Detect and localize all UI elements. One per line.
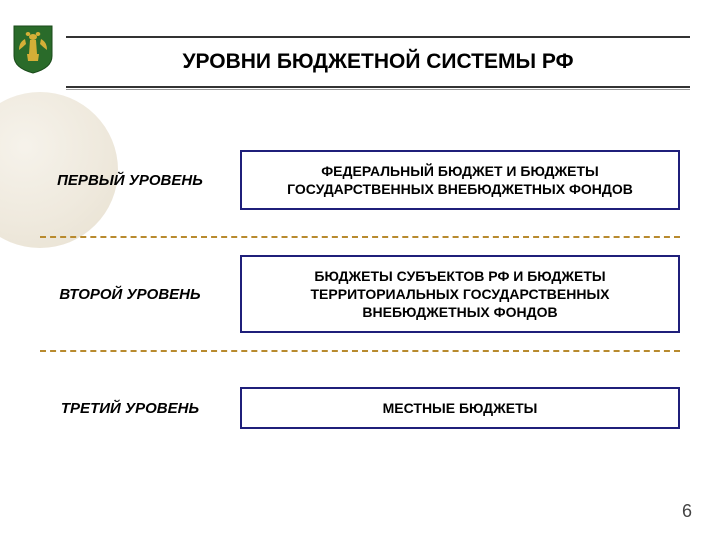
title-rule-top — [66, 36, 690, 38]
level-label: ПЕРВЫЙ УРОВЕНЬ — [40, 172, 240, 189]
levels-container: ПЕРВЫЙ УРОВЕНЬ ФЕДЕРАЛЬНЫЙ БЮДЖЕТ И БЮДЖ… — [40, 130, 680, 458]
level-box: МЕСТНЫЕ БЮДЖЕТЫ — [240, 387, 680, 429]
page-number: 6 — [682, 501, 692, 522]
level-row: ВТОРОЙ УРОВЕНЬ БЮДЖЕТЫ СУБЪЕКТОВ РФ И БЮ… — [40, 244, 680, 344]
level-box: ФЕДЕРАЛЬНЫЙ БЮДЖЕТ И БЮДЖЕТЫ ГОСУДАРСТВЕ… — [240, 150, 680, 210]
level-label: ВТОРОЙ УРОВЕНЬ — [40, 286, 240, 303]
page-title: УРОВНИ БЮДЖЕТНОЙ СИСТЕМЫ РФ — [66, 46, 690, 78]
level-separator — [40, 236, 680, 238]
title-rule-bottom — [66, 86, 690, 90]
emblem-icon — [12, 24, 54, 74]
level-separator — [40, 350, 680, 352]
level-row: ПЕРВЫЙ УРОВЕНЬ ФЕДЕРАЛЬНЫЙ БЮДЖЕТ И БЮДЖ… — [40, 130, 680, 230]
level-box: БЮДЖЕТЫ СУБЪЕКТОВ РФ И БЮДЖЕТЫ ТЕРРИТОРИ… — [240, 255, 680, 334]
level-label: ТРЕТИЙ УРОВЕНЬ — [40, 400, 240, 417]
title-area: УРОВНИ БЮДЖЕТНОЙ СИСТЕМЫ РФ — [66, 36, 690, 90]
level-row: ТРЕТИЙ УРОВЕНЬ МЕСТНЫЕ БЮДЖЕТЫ — [40, 358, 680, 458]
